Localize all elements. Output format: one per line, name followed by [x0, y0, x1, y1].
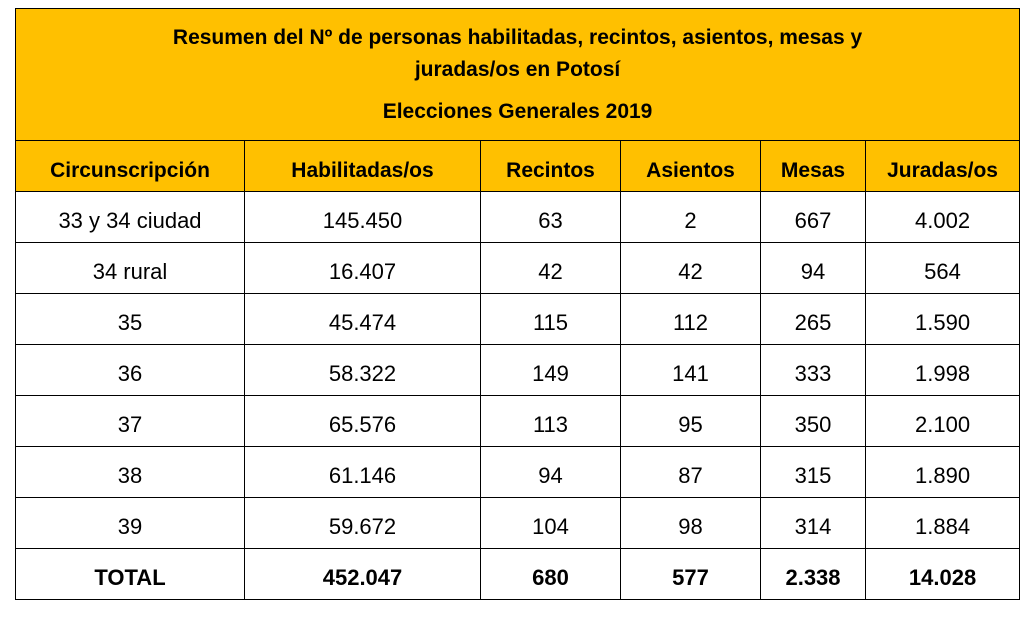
- cell-juradas: 4.002: [864, 191, 1021, 243]
- col-header-habilitadas: Habilitadas/os: [244, 140, 481, 192]
- cell-recintos: 42: [480, 242, 621, 294]
- cell-circunscripcion: 38: [15, 446, 245, 498]
- total-juradas: 14.028: [864, 548, 1021, 600]
- table-row: 35 45.474 115 112 265 1.590: [15, 293, 1021, 345]
- cell-habilitadas: 65.576: [244, 395, 481, 447]
- cell-juradas: 1.884: [864, 497, 1021, 549]
- cell-mesas: 667: [760, 191, 866, 243]
- table-title: Resumen del Nº de personas habilitadas, …: [14, 8, 1021, 141]
- total-label: TOTAL: [15, 548, 245, 600]
- table-row: 33 y 34 ciudad 145.450 63 2 667 4.002: [15, 191, 1021, 243]
- total-recintos: 680: [480, 548, 621, 600]
- cell-asientos: 95: [620, 395, 761, 447]
- cell-habilitadas: 58.322: [244, 344, 481, 396]
- cell-circunscripcion: 35: [15, 293, 245, 345]
- cell-habilitadas: 59.672: [244, 497, 481, 549]
- cell-recintos: 94: [480, 446, 621, 498]
- cell-juradas: 1.590: [864, 293, 1021, 345]
- cell-mesas: 94: [760, 242, 866, 294]
- cell-recintos: 115: [480, 293, 621, 345]
- cell-circunscripcion: 34 rural: [15, 242, 245, 294]
- title-line-3: Elecciones Generales 2019: [382, 99, 653, 123]
- cell-asientos: 98: [620, 497, 761, 549]
- cell-habilitadas: 16.407: [244, 242, 481, 294]
- cell-asientos: 87: [620, 446, 761, 498]
- table-row: 37 65.576 113 95 350 2.100: [15, 395, 1021, 447]
- cell-asientos: 141: [620, 344, 761, 396]
- col-header-circunscripcion: Circunscripción: [15, 140, 245, 192]
- table-row: 36 58.322 149 141 333 1.998: [15, 344, 1021, 396]
- cell-juradas: 1.890: [864, 446, 1021, 498]
- col-header-asientos: Asientos: [620, 140, 761, 192]
- cell-juradas: 1.998: [864, 344, 1021, 396]
- summary-table: Resumen del Nº de personas habilitadas, …: [14, 8, 1021, 600]
- total-asientos: 577: [620, 548, 761, 600]
- total-mesas: 2.338: [760, 548, 866, 600]
- cell-mesas: 333: [760, 344, 866, 396]
- title-line-2: juradas/os en Potosí: [414, 57, 621, 81]
- cell-recintos: 104: [480, 497, 621, 549]
- cell-circunscripcion: 33 y 34 ciudad: [15, 191, 245, 243]
- total-row: TOTAL 452.047 680 577 2.338 14.028: [15, 548, 1021, 600]
- cell-asientos: 2: [620, 191, 761, 243]
- cell-mesas: 315: [760, 446, 866, 498]
- cell-mesas: 350: [760, 395, 866, 447]
- cell-recintos: 113: [480, 395, 621, 447]
- cell-circunscripcion: 39: [15, 497, 245, 549]
- cell-circunscripcion: 36: [15, 344, 245, 396]
- header-row: Circunscripción Habilitadas/os Recintos …: [15, 140, 1021, 192]
- cell-circunscripcion: 37: [15, 395, 245, 447]
- table-row: 34 rural 16.407 42 42 94 564: [15, 242, 1021, 294]
- col-header-juradas: Juradas/os: [864, 140, 1021, 192]
- cell-habilitadas: 45.474: [244, 293, 481, 345]
- cell-habilitadas: 145.450: [244, 191, 481, 243]
- total-habilitadas: 452.047: [244, 548, 481, 600]
- table-row: 39 59.672 104 98 314 1.884: [15, 497, 1021, 549]
- table-row: 38 61.146 94 87 315 1.890: [15, 446, 1021, 498]
- cell-recintos: 63: [480, 191, 621, 243]
- cell-mesas: 265: [760, 293, 866, 345]
- cell-recintos: 149: [480, 344, 621, 396]
- title-line-1: Resumen del Nº de personas habilitadas, …: [172, 25, 863, 49]
- cell-asientos: 112: [620, 293, 761, 345]
- cell-mesas: 314: [760, 497, 866, 549]
- cell-habilitadas: 61.146: [244, 446, 481, 498]
- cell-juradas: 564: [864, 242, 1021, 294]
- cell-asientos: 42: [620, 242, 761, 294]
- col-header-recintos: Recintos: [480, 140, 621, 192]
- cell-juradas: 2.100: [864, 395, 1021, 447]
- col-header-mesas: Mesas: [760, 140, 866, 192]
